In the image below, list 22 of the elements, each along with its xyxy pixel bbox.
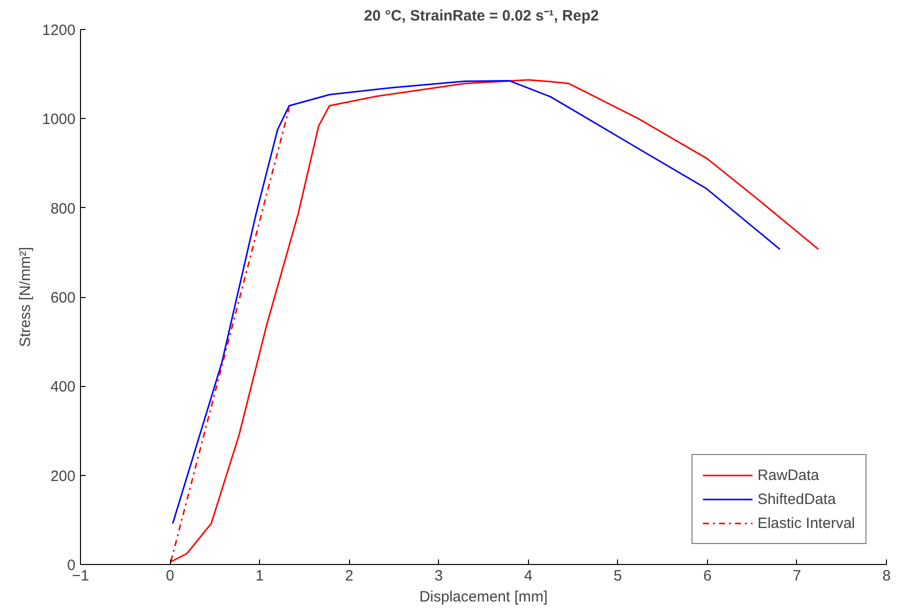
y-tick-label: 200 <box>50 468 76 485</box>
y-tick-label: 400 <box>50 378 76 396</box>
y-tick-label: 600 <box>50 290 76 306</box>
x-tick-label: 5 <box>614 568 622 584</box>
x-tick-label: 3 <box>434 568 443 584</box>
x-tick-label: 7 <box>792 568 802 584</box>
x-tick-label: 0 <box>166 568 174 584</box>
x-axis-title: Displacement [mm] <box>419 588 548 606</box>
x-tick-label: 6 <box>703 568 712 584</box>
legend-label: RawData <box>757 466 820 484</box>
x-tick-label: 2 <box>344 568 354 584</box>
y-tick-label: 0 <box>67 557 76 574</box>
x-tick-label: 1 <box>255 568 264 584</box>
legend-label: Elastic Interval <box>757 514 855 532</box>
y-tick-label: 800 <box>50 200 76 218</box>
x-tick-label: 8 <box>882 568 891 584</box>
y-tick-label: 1000 <box>42 111 76 128</box>
y-tick-label: 1200 <box>42 22 76 39</box>
x-tick-label: 4 <box>524 568 532 584</box>
y-axis-title: Stress [N/mm²] <box>17 247 34 347</box>
legend-label: ShiftedData <box>757 490 836 508</box>
chart-title: 20 °C, StrainRate = 0.02 s⁻¹, Rep2 <box>364 8 599 24</box>
